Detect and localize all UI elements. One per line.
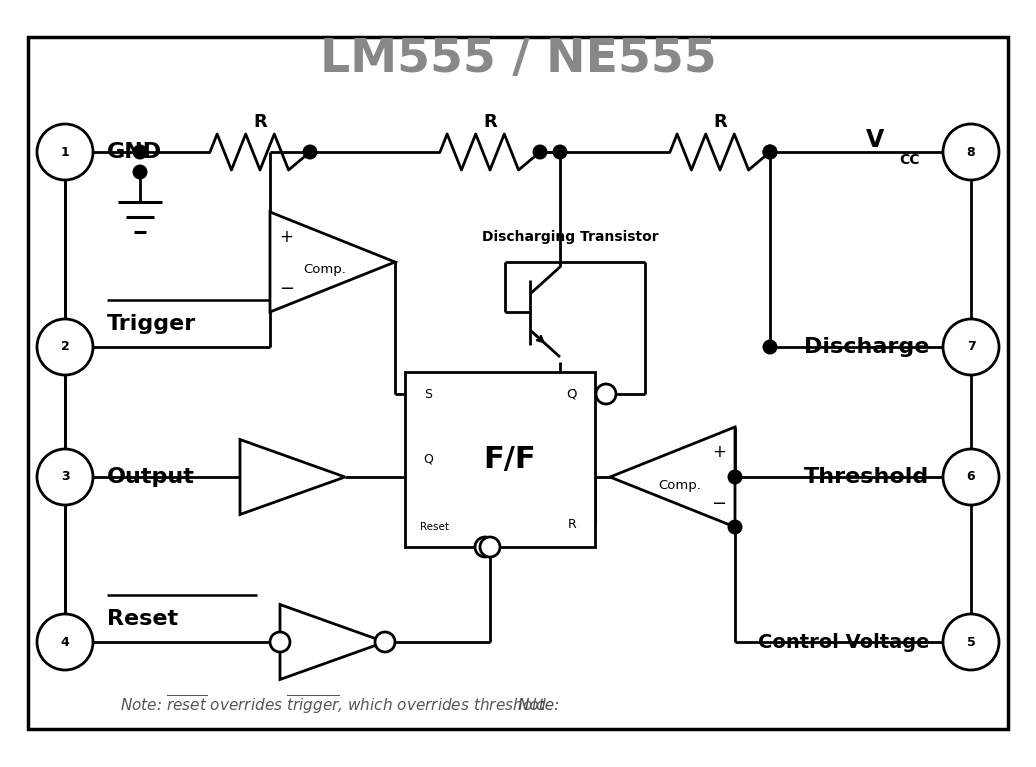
Circle shape xyxy=(37,124,93,180)
Text: +: + xyxy=(280,228,293,246)
Text: 7: 7 xyxy=(967,341,975,354)
Polygon shape xyxy=(610,427,735,527)
Text: Control Voltage: Control Voltage xyxy=(757,633,929,651)
Circle shape xyxy=(943,449,999,505)
Bar xyxy=(405,372,595,547)
Text: Q̄: Q̄ xyxy=(567,387,577,400)
Circle shape xyxy=(762,144,777,160)
Text: Note:: Note: xyxy=(518,697,565,713)
Circle shape xyxy=(943,614,999,670)
Text: Discharging Transistor: Discharging Transistor xyxy=(482,230,658,244)
Polygon shape xyxy=(280,604,385,680)
Text: Discharge: Discharge xyxy=(804,337,929,357)
Circle shape xyxy=(37,319,93,375)
Text: V: V xyxy=(866,128,885,152)
Text: GND: GND xyxy=(107,142,162,162)
Circle shape xyxy=(596,384,616,404)
Circle shape xyxy=(552,144,568,160)
Text: 4: 4 xyxy=(61,636,69,649)
Circle shape xyxy=(37,614,93,670)
Text: 1: 1 xyxy=(61,146,69,159)
Circle shape xyxy=(727,469,743,485)
Circle shape xyxy=(37,449,93,505)
Circle shape xyxy=(762,144,777,160)
Text: LM555 / NE555: LM555 / NE555 xyxy=(320,37,716,81)
Circle shape xyxy=(480,537,500,557)
Text: R: R xyxy=(483,113,497,131)
Text: Output: Output xyxy=(107,467,195,487)
Text: +: + xyxy=(712,443,725,461)
Circle shape xyxy=(533,144,547,160)
Text: Reset: Reset xyxy=(421,522,450,532)
Text: R: R xyxy=(253,113,267,131)
Text: Threshold: Threshold xyxy=(804,467,929,487)
Text: R: R xyxy=(713,113,727,131)
Circle shape xyxy=(943,124,999,180)
Text: Q: Q xyxy=(423,453,433,466)
Polygon shape xyxy=(270,212,395,312)
Text: 6: 6 xyxy=(967,470,975,483)
Text: CC: CC xyxy=(899,153,920,167)
Text: 8: 8 xyxy=(967,146,975,159)
Text: −: − xyxy=(711,495,726,513)
Text: Note: $\overline{\mathit{reset}}$ overrides $\overline{\mathit{trigger}}$, which: Note: $\overline{\mathit{reset}}$ overri… xyxy=(120,693,547,716)
Text: Comp.: Comp. xyxy=(659,479,701,492)
Circle shape xyxy=(133,144,147,160)
Circle shape xyxy=(727,519,743,535)
Text: F/F: F/F xyxy=(484,445,537,474)
Text: 5: 5 xyxy=(967,636,975,649)
Text: −: − xyxy=(279,280,294,298)
Polygon shape xyxy=(240,439,345,515)
Circle shape xyxy=(303,144,317,160)
Text: 3: 3 xyxy=(61,470,69,483)
Circle shape xyxy=(943,319,999,375)
Circle shape xyxy=(270,632,290,652)
Circle shape xyxy=(762,340,777,354)
Text: Trigger: Trigger xyxy=(107,314,196,334)
Circle shape xyxy=(474,537,495,557)
Circle shape xyxy=(133,164,147,179)
Text: Reset: Reset xyxy=(107,609,178,629)
Text: R: R xyxy=(568,518,576,532)
Text: S: S xyxy=(424,387,432,400)
Circle shape xyxy=(375,632,395,652)
Text: Comp.: Comp. xyxy=(304,264,346,276)
Text: 2: 2 xyxy=(61,341,69,354)
